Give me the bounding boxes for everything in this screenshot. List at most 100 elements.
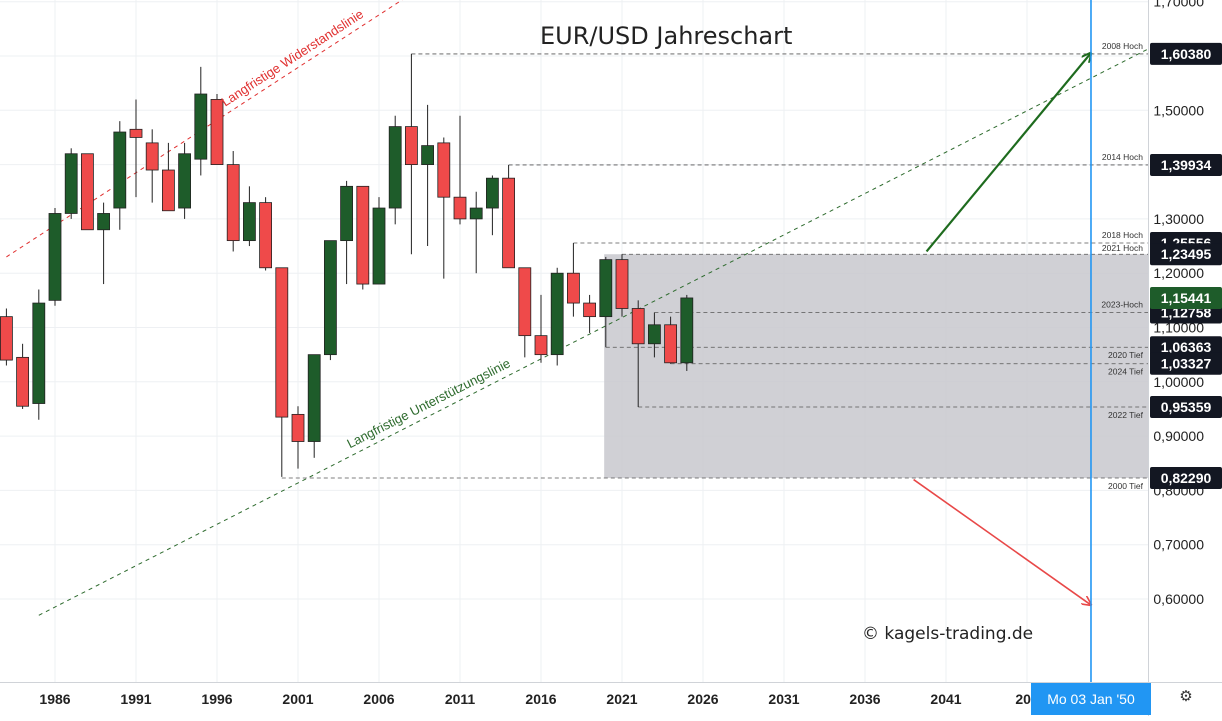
- price-label-text: 1,39934: [1161, 157, 1212, 173]
- candle-1986: [48, 208, 62, 306]
- price-label-bg: [1150, 396, 1222, 419]
- candle-2005: [356, 185, 370, 290]
- price-label-bg: [1150, 466, 1222, 489]
- candle-2001: [291, 406, 305, 469]
- price-label-1,23495: 1,23495: [1150, 243, 1222, 266]
- price-label-text: 1,23495: [1161, 246, 1212, 262]
- y-tick-label: 1,30000: [1153, 211, 1204, 227]
- candle-body: [32, 302, 46, 404]
- price-label-text: 0,82290: [1161, 470, 1212, 486]
- cursor-date-text: Mo 03 Jan '50: [1047, 691, 1135, 707]
- price-label-bg: [1150, 352, 1222, 375]
- price-label-bg: [1150, 42, 1222, 65]
- candle-body: [81, 153, 94, 231]
- candle-1995: [194, 66, 208, 176]
- candle-1989: [97, 202, 110, 285]
- target-down-arrow: [913, 478, 1091, 605]
- y-tick-label: 1,00000: [1153, 374, 1204, 390]
- candle-body: [242, 202, 256, 242]
- candle-body: [437, 142, 451, 198]
- candle-body: [485, 177, 499, 209]
- cursor-date-bg: [1030, 683, 1151, 715]
- price-label-bg: [1150, 243, 1222, 266]
- candle-1984: [16, 343, 30, 409]
- candle-2004: [340, 180, 354, 285]
- candle-body: [16, 356, 30, 407]
- current-price-bg: [1150, 286, 1222, 309]
- candle-body: [404, 126, 418, 165]
- candle-2007: [388, 115, 402, 225]
- candle-body: [275, 267, 289, 418]
- candle-2013: [485, 175, 499, 236]
- candle-body: [518, 267, 532, 337]
- x-tick-label: 2021: [606, 691, 637, 707]
- candle-body: [583, 302, 596, 318]
- candle-2011: [453, 115, 467, 225]
- support-line-label: Langfristige Unterstützungslinie: [344, 355, 512, 451]
- candle-body: [340, 185, 354, 242]
- resistance-line-label: Langfristige Widerstandslinie: [219, 6, 367, 109]
- x-tick-label: 2006: [363, 691, 394, 707]
- candle-body: [372, 207, 386, 285]
- x-tick-label: 2041: [930, 691, 961, 707]
- price-label-0,95359: 0,95359: [1150, 396, 1222, 419]
- candle-2015: [518, 267, 532, 358]
- y-tick-label: 0,60000: [1153, 591, 1204, 607]
- candle-2014: [502, 164, 516, 269]
- candle-body: [210, 99, 224, 166]
- y-tick-label: 0,70000: [1153, 537, 1204, 553]
- candle-1998: [242, 186, 256, 247]
- candle-body: [194, 93, 208, 160]
- candle-body: [145, 142, 159, 171]
- candle-2017: [550, 267, 564, 366]
- candle-body: [664, 324, 677, 364]
- range-box: [604, 254, 1148, 478]
- cursor-date-label: Mo 03 Jan '50: [1030, 683, 1151, 715]
- candle-body: [680, 297, 694, 364]
- price-label-text: 1,06363: [1161, 339, 1212, 355]
- level-label: 2024 Tief: [1108, 367, 1144, 377]
- chart-title: EUR/USD Jahreschart: [540, 22, 793, 50]
- candle-2025: [680, 294, 694, 371]
- level-label: 2000 Tief: [1108, 481, 1144, 491]
- candle-2023: [648, 312, 661, 358]
- candle-body: [550, 272, 564, 356]
- candle-body: [259, 202, 273, 269]
- candle-2018: [567, 243, 580, 317]
- candle-2008: [404, 53, 418, 255]
- candle-2024: [664, 316, 677, 364]
- candle-body: [97, 213, 110, 231]
- candle-2003: [323, 240, 337, 361]
- candle-body: [631, 308, 645, 345]
- candle-1991: [129, 99, 143, 198]
- price-label-text: 1,03327: [1161, 356, 1212, 372]
- candle-body: [534, 335, 548, 356]
- candle-2000: [275, 267, 289, 477]
- candle-body: [388, 126, 402, 209]
- candle-body: [129, 128, 143, 138]
- current-price-label: 1,15441: [1150, 286, 1222, 309]
- x-tick-label: 1991: [120, 691, 151, 707]
- level-label: 2018 Hoch: [1102, 230, 1143, 240]
- x-tick-label: 2011: [445, 691, 476, 707]
- y-tick-label: 1,50000: [1153, 102, 1204, 118]
- candle-2006: [372, 197, 386, 285]
- candle-body: [64, 153, 78, 214]
- settings-gear-icon[interactable]: ⚙: [1179, 688, 1193, 705]
- candle-body: [113, 131, 127, 209]
- candle-1985: [32, 289, 46, 420]
- candle-body: [421, 145, 435, 166]
- candle-body: [48, 213, 62, 301]
- candle-1992: [145, 129, 159, 203]
- candle-1999: [259, 197, 273, 271]
- candle-2010: [437, 137, 451, 279]
- level-label: 2022 Tief: [1108, 410, 1144, 420]
- watermark: © kagels-trading.de: [862, 624, 1034, 644]
- candle-body: [356, 185, 370, 285]
- candle-body: [502, 177, 516, 269]
- candle-body: [291, 413, 305, 442]
- price-label-text: 0,95359: [1161, 399, 1212, 415]
- candle-body: [453, 196, 467, 220]
